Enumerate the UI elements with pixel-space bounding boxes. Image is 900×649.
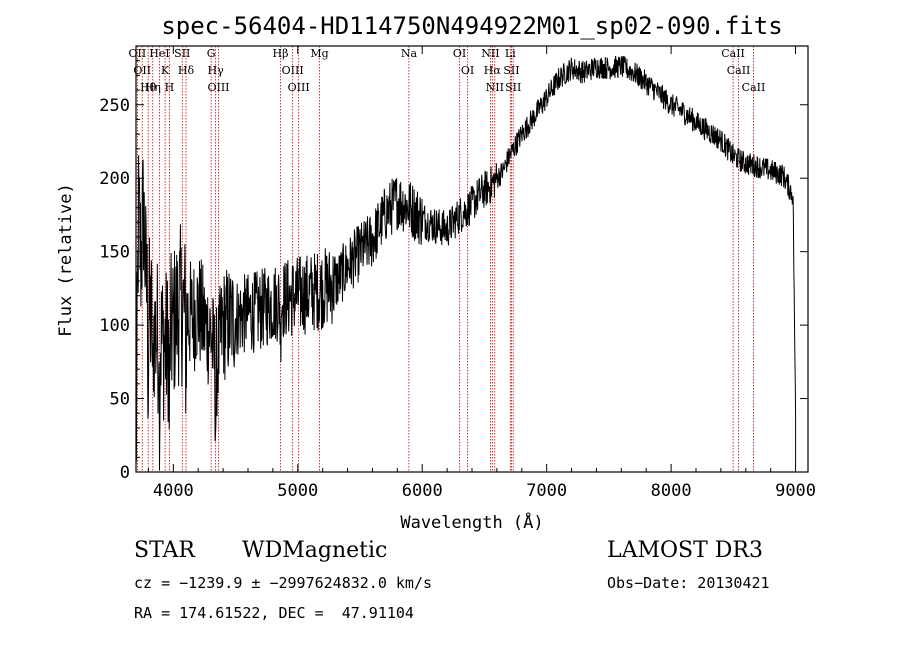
spectral-line-label: H: [165, 81, 175, 94]
y-tick-label: 50: [110, 390, 130, 410]
y-tick-label: 0: [120, 463, 130, 483]
x-axis-label: Wavelength (Å): [400, 511, 543, 533]
x-tick-label: 7000: [526, 481, 567, 501]
ra-dec: RA = 174.61522, DEC = 47.91104: [134, 604, 414, 622]
x-tick-label: 9000: [775, 481, 816, 501]
spectral-line-label: OIII: [282, 64, 304, 77]
obs-date: Obs−Date: 20130421: [607, 574, 770, 592]
spectral-line-label: Mg: [310, 47, 328, 60]
spectral-line-label: HeI: [149, 47, 169, 60]
x-tick-label: 8000: [651, 481, 692, 501]
redshift-cz: cz = −1239.9 ± −2997624832.0 km/s: [134, 574, 433, 592]
spectral-line-label: CaII: [742, 81, 766, 94]
flux-series-line: [135, 55, 797, 471]
spectral-line-label: OIII: [207, 81, 229, 94]
spectral-line-label: Hγ: [208, 64, 225, 77]
spectral-line-label: OIII: [288, 81, 310, 94]
spectral-line-label: Li: [505, 47, 516, 60]
x-axis: 4000 5000 6000 7000 8000 9000: [147, 46, 816, 501]
y-tick-label: 250: [99, 96, 130, 116]
spectral-line-label: SII: [505, 81, 521, 94]
emission-lines: [136, 46, 754, 472]
x-tick-label: 5000: [277, 481, 318, 501]
spectrum-chart: spec-56404-HD114750N494922M01_sp02-090.f…: [56, 12, 816, 533]
x-tick-label: 4000: [153, 481, 194, 501]
spectral-line-label: SII: [503, 64, 519, 77]
spectral-line-label: G: [207, 47, 216, 60]
object-subclass: WDMagnetic: [242, 538, 388, 563]
spectral-line-label: SII: [174, 47, 190, 60]
spectral-line-label: NII: [486, 81, 504, 94]
spectral-line-label: OII: [133, 64, 151, 77]
spectral-line-label: K: [161, 64, 170, 77]
survey-name: LAMOST DR3: [607, 538, 763, 563]
spectral-line-label: Hη: [145, 81, 161, 94]
spectral-line-label: Na: [401, 47, 418, 60]
x-tick-label: 6000: [402, 481, 443, 501]
y-tick-label: 200: [99, 169, 130, 189]
spectral-line-label: CaII: [727, 64, 751, 77]
spectral-line-label: Hθ: [140, 81, 157, 94]
spectral-line-label: CaII: [721, 47, 745, 60]
y-tick-label: 150: [99, 243, 130, 263]
plot-frame: [135, 45, 809, 473]
y-axis: 0 50 100 150 200 250: [99, 60, 808, 483]
chart-title: spec-56404-HD114750N494922M01_sp02-090.f…: [161, 12, 782, 40]
spectral-line-label: OI: [461, 64, 474, 77]
spectral-line-label: OII: [129, 47, 147, 60]
spectral-line-label: Hα: [484, 64, 502, 77]
spectral-line-label: OI: [453, 47, 466, 60]
spectral-line-label: NII: [481, 47, 499, 60]
y-axis-label: Flux (relative): [56, 183, 76, 337]
y-tick-label: 100: [99, 316, 130, 336]
spectral-line-label: Hδ: [178, 64, 195, 77]
object-class: STAR: [134, 538, 195, 563]
spectral-line-label: Hβ: [273, 47, 289, 60]
